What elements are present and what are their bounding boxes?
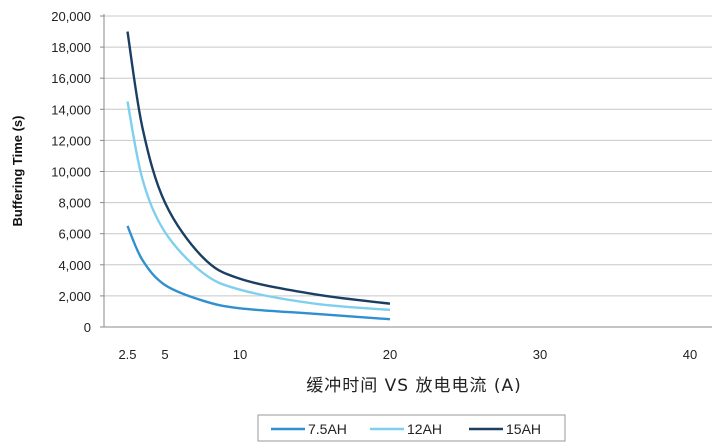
x-tick-label: 20: [383, 347, 397, 362]
series-line-12ah: [126, 101, 391, 312]
legend-box: [257, 414, 566, 442]
series-lines: [126, 31, 391, 321]
y-tick-label: 0: [84, 320, 91, 335]
y-tick-label: 14,000: [51, 102, 91, 117]
y-tick-label: 6,000: [58, 227, 91, 242]
y-tick-label: 18,000: [51, 40, 91, 55]
x-axis-label: 缓冲时间 VS 放电电流 (A): [306, 376, 522, 396]
grid-lines: [104, 15, 712, 297]
y-tick-label: 4,000: [58, 258, 91, 273]
legend-label: 15AH: [506, 421, 541, 437]
y-tick-label: 12,000: [51, 133, 91, 148]
y-tick-label: 20,000: [51, 9, 91, 24]
y-axis-ticks: 0 2,000 4,000 6,000 8,000 10,000 12,000 14,000 1…: [51, 9, 91, 335]
y-tick-label: 10,000: [51, 165, 91, 180]
series-line-15ah: [126, 31, 391, 305]
legend: 7.5AH 12AH 15AH: [257, 414, 566, 442]
x-tick-label: 40: [683, 347, 697, 362]
x-tick-label: 10: [233, 347, 247, 362]
y-tick-label: 2,000: [58, 289, 91, 304]
x-tick-label: 30: [533, 347, 547, 362]
y-axis-label: Buffering Time (s): [10, 116, 25, 227]
axes: [100, 14, 712, 328]
x-tick-label: 5: [161, 347, 168, 362]
legend-label: 7.5AH: [308, 421, 347, 437]
x-axis-ticks: 2.5 5 10 20 30 40: [118, 347, 697, 362]
x-tick-label: 2.5: [118, 347, 136, 362]
series-line-7.5ah: [126, 225, 391, 321]
y-tick-label: 8,000: [58, 196, 91, 211]
y-tick-label: 16,000: [51, 71, 91, 86]
legend-label: 12AH: [407, 421, 442, 437]
